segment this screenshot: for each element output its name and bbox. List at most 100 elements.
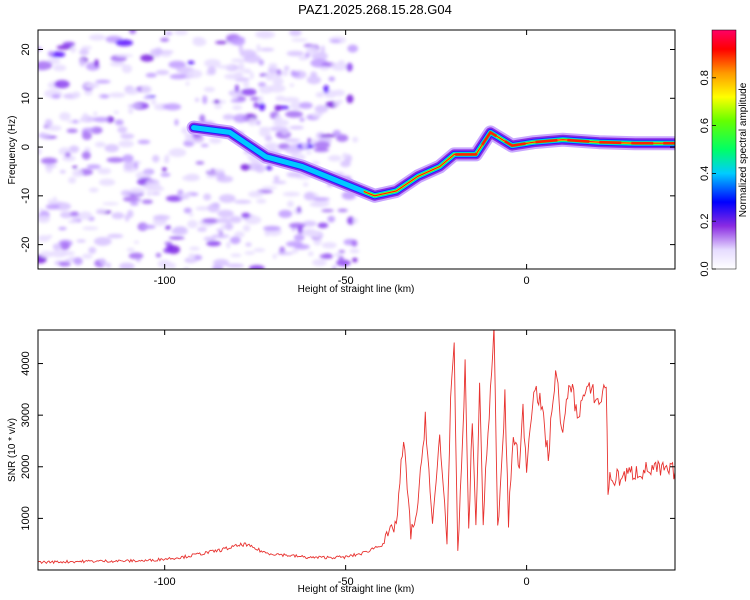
spectrogram-noise-blob xyxy=(200,143,209,148)
spectrogram-ridge-peak xyxy=(454,130,675,157)
snr-frame xyxy=(37,329,676,571)
spectrogram-noise-blob xyxy=(243,68,252,74)
spectrogram-noise-blob xyxy=(245,242,252,247)
spectrogram-noise-blob xyxy=(269,126,285,132)
spectrogram-noise-blob xyxy=(289,30,302,37)
spectrogram-noise-blob xyxy=(53,202,72,211)
spectrogram-noise-blob xyxy=(104,144,119,153)
spectrogram-noise-blob xyxy=(144,170,152,175)
spectrogram-noise-blob xyxy=(230,58,248,63)
spectrogram-noise-blob xyxy=(216,172,226,181)
spectrogram-noise-blob xyxy=(330,62,348,71)
spectrogram-noise-blob xyxy=(88,246,97,254)
spectrogram-noise-blob xyxy=(165,195,184,202)
spectrogram-noise-blob xyxy=(38,147,42,156)
spectrogram-noise-blob xyxy=(119,262,135,269)
spectrogram-noise-blob xyxy=(174,118,179,126)
spectrogram-noise-blob xyxy=(99,258,106,265)
snr-xtick-label: 0 xyxy=(524,576,530,588)
colorbar-tick-label: 0.8 xyxy=(699,70,711,85)
spectrogram-noise-blob xyxy=(299,102,313,109)
spectrogram-noise-blob xyxy=(45,204,60,210)
colorbar-tick-label: 0.6 xyxy=(699,118,711,133)
spectrogram-noise-blob xyxy=(260,47,275,52)
spectrogram-noise-blob xyxy=(145,72,157,78)
snr-xtick-label: -100 xyxy=(154,576,176,588)
spectrogram-noise-blob xyxy=(347,216,355,225)
spectrogram-noise-blob xyxy=(302,182,309,187)
spectrogram-noise-blob xyxy=(293,234,305,242)
spectrogram-noise-blob xyxy=(152,154,160,163)
spectrogram-noise-blob xyxy=(54,80,70,89)
spectrogram-noise-blob xyxy=(115,54,134,58)
spectrogram-noise-blob xyxy=(285,110,303,118)
spectrogram-noise-blob xyxy=(71,91,81,99)
spectrogram-noise-blob xyxy=(62,41,76,47)
spectrogram-noise-blob xyxy=(188,213,194,217)
spectrogram-noise-blob xyxy=(150,192,161,196)
spectrogram-noise-blob xyxy=(187,60,195,65)
spectrogram-noise-blob xyxy=(253,102,260,109)
spectrogram-noise-blob xyxy=(273,175,280,182)
spectrogram-noise-blob xyxy=(319,253,334,260)
colorbar-gradient xyxy=(711,29,737,270)
spectrogram-noise-blob xyxy=(215,40,228,45)
spectrogram-ytick-label: 10 xyxy=(20,92,32,104)
spectrogram-noise-blob xyxy=(118,140,134,148)
spectrogram-noise-blob xyxy=(289,125,304,130)
spectrogram-noise-blob xyxy=(123,161,135,170)
spectrogram-noise-blob xyxy=(102,202,119,206)
spectrogram-noise-blob xyxy=(347,44,359,53)
spectrogram-noise-blob xyxy=(160,37,170,42)
spectrogram-noise-blob xyxy=(95,208,107,214)
spectrogram-noise-blob xyxy=(49,51,66,58)
spectrogram-noise-blob xyxy=(238,62,245,72)
snr-xtick-label: -50 xyxy=(338,576,354,588)
spectrogram-noise-blob xyxy=(235,37,246,41)
spectrogram-noise-blob xyxy=(247,163,261,171)
spectrogram-noise-blob xyxy=(126,247,135,253)
spectrogram-noise-blob xyxy=(50,249,68,258)
spectrogram-noise-blob xyxy=(111,212,125,220)
spectrogram-noise-blob xyxy=(318,112,323,117)
spectrogram-noise-blob xyxy=(241,212,251,219)
spectrogram-frame xyxy=(37,29,676,270)
spectrogram-noise-blob xyxy=(115,39,133,47)
colorbar-tick-label: 0.2 xyxy=(699,214,711,229)
spectrogram-noise-blob xyxy=(195,206,211,211)
spectrogram-noise-blob xyxy=(297,225,303,234)
spectrogram-noise-blob xyxy=(231,92,239,101)
spectrogram-xtick-label: -100 xyxy=(154,275,176,287)
spectrogram-noise-blob xyxy=(188,253,196,261)
spectrogram-noise-blob xyxy=(275,95,286,102)
spectrogram-noise-blob xyxy=(333,101,340,107)
spectrogram-noise-blob xyxy=(160,52,172,58)
spectrogram-noise-blob xyxy=(52,243,62,251)
spectrogram-noise-blob xyxy=(290,101,303,111)
spectrogram-noise-blob xyxy=(320,45,325,54)
spectrogram-noise-blob xyxy=(59,241,70,251)
snr-ytick-label: 3000 xyxy=(20,403,32,427)
spectrogram-noise-blob xyxy=(288,222,306,229)
snr-ylabel: SNR (10 * v/v) xyxy=(7,418,18,482)
spectrogram-noise-blob xyxy=(234,231,245,238)
spectrogram-noise-blob xyxy=(299,117,305,122)
spectrogram-noise-blob xyxy=(79,48,89,56)
spectrogram-noise-blob xyxy=(332,129,342,137)
spectrogram-noise-blob xyxy=(278,209,293,218)
spectrogram-noise-blob xyxy=(229,236,241,245)
spectrogram-noise-blob xyxy=(44,119,53,127)
spectrogram-noise-blob xyxy=(81,253,93,259)
spectrogram-noise-blob xyxy=(137,139,151,145)
spectrogram-noise-blob xyxy=(107,233,124,239)
spectrogram-noise-blob xyxy=(151,99,157,105)
spectrogram-noise-blob xyxy=(256,198,267,204)
spectrogram-noise-blob xyxy=(258,59,264,66)
spectrogram-noise-blob xyxy=(268,63,278,69)
spectrogram-noise-blob xyxy=(203,193,212,201)
spectrogram-noise-blob xyxy=(272,77,284,86)
spectrogram-noise-blob xyxy=(184,132,193,142)
spectrogram-noise-blob xyxy=(257,82,267,87)
snr-xlabel: Height of straight line (km) xyxy=(298,584,415,595)
spectrogram-noise-blob xyxy=(160,172,171,177)
